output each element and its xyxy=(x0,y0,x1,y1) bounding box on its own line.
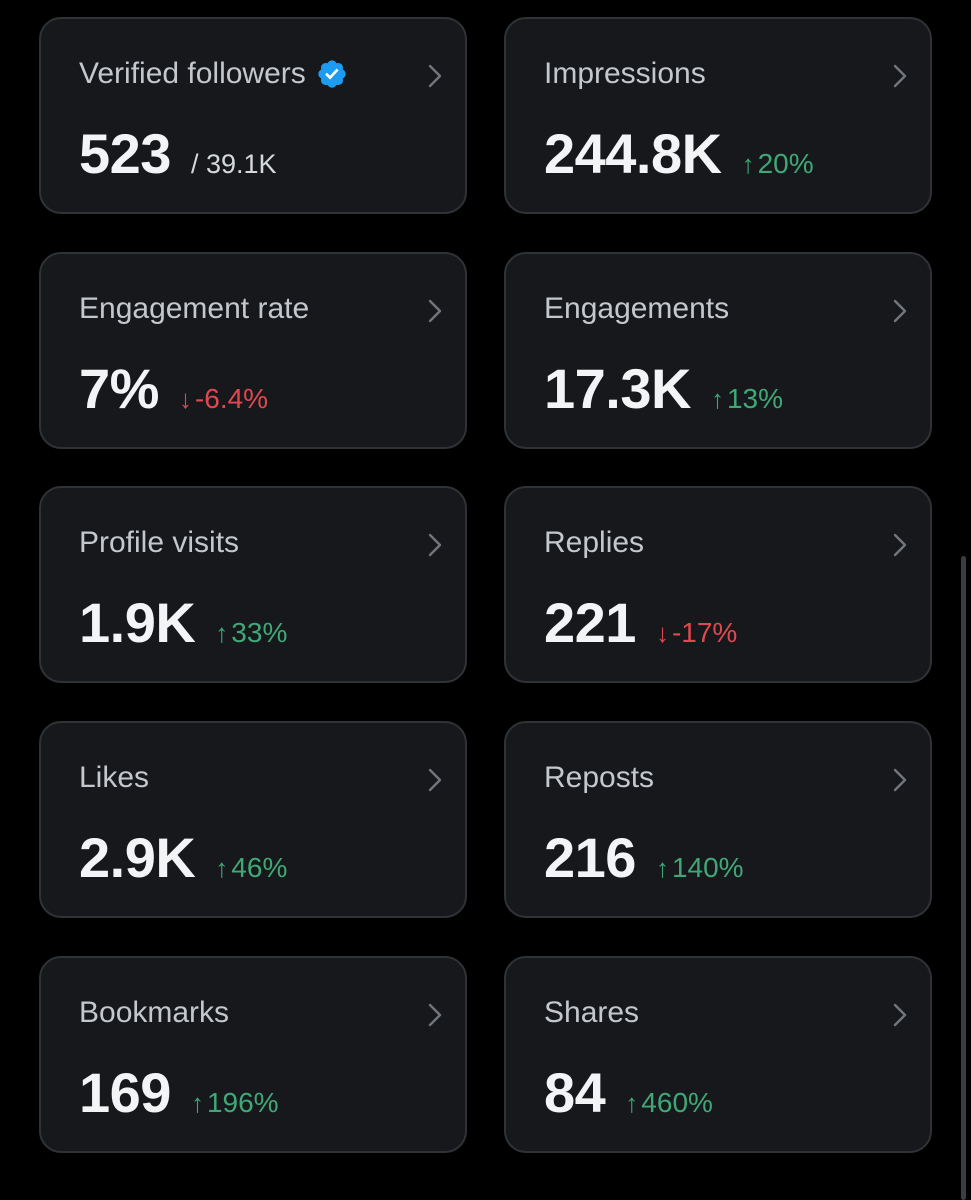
metric-change-value: -17% xyxy=(671,617,738,648)
card-title-label: Verified followers xyxy=(79,57,306,90)
metric-change-value: 33% xyxy=(231,617,288,648)
metric-row: 169 ↑ 196% xyxy=(79,1061,279,1125)
metric-change-value: 13% xyxy=(726,383,783,414)
card-title-label: Engagements xyxy=(544,292,730,325)
verified-badge-icon xyxy=(318,60,346,88)
metric-change-value: 20% xyxy=(757,148,814,179)
card-verified-followers[interactable]: Verified followers 523 / 39.1K xyxy=(39,17,467,214)
metric-change: ↑ 13% xyxy=(711,383,783,415)
card-title-label: Engagement rate xyxy=(79,292,310,325)
metric-value: 1.9K xyxy=(79,591,196,654)
card-engagement-rate[interactable]: Engagement rate 7% ↓ -6.4% xyxy=(39,252,467,449)
card-profile-visits[interactable]: Profile visits 1.9K ↑ 33% xyxy=(39,486,467,683)
metric-change-value: 140% xyxy=(671,852,744,883)
metric-value: 2.9K xyxy=(79,826,196,889)
chevron-right-icon[interactable] xyxy=(890,1002,910,1028)
metric-change-value: 460% xyxy=(641,1087,713,1118)
metric-total: / 39.1K xyxy=(190,149,277,179)
card-title: Replies xyxy=(544,526,644,560)
card-title-label: Bookmarks xyxy=(79,996,230,1029)
arrow-up-icon: ↑ xyxy=(741,149,755,179)
card-title-label: Profile visits xyxy=(79,526,240,559)
card-title-label: Replies xyxy=(544,526,645,559)
chevron-right-icon[interactable] xyxy=(890,767,910,793)
metric-row: 523 / 39.1K xyxy=(79,122,277,186)
metric-value: 17.3K xyxy=(544,357,691,420)
arrow-down-icon: ↓ xyxy=(178,384,192,414)
metric-row: 244.8K ↑ 20% xyxy=(544,122,814,186)
card-reposts[interactable]: Reposts 216 ↑ 140% xyxy=(504,721,932,918)
metric-value: 221 xyxy=(544,591,636,654)
card-title: Bookmarks xyxy=(79,996,229,1030)
chevron-right-icon[interactable] xyxy=(425,767,445,793)
card-likes[interactable]: Likes 2.9K ↑ 46% xyxy=(39,721,467,918)
metric-value: 84 xyxy=(544,1061,606,1124)
card-title: Engagement rate xyxy=(79,292,309,326)
arrow-up-icon: ↑ xyxy=(655,853,669,883)
metric-change: ↑ 196% xyxy=(191,1087,279,1119)
metric-row: 2.9K ↑ 46% xyxy=(79,826,287,890)
card-title: Engagements xyxy=(544,292,729,326)
card-title: Profile visits xyxy=(79,526,239,560)
metric-value: 216 xyxy=(544,826,636,889)
card-replies[interactable]: Replies 221 ↓ -17% xyxy=(504,486,932,683)
card-title: Reposts xyxy=(544,761,654,795)
metric-row: 84 ↑ 460% xyxy=(544,1061,713,1125)
metric-change-value: 196% xyxy=(206,1087,279,1118)
arrow-up-icon: ↑ xyxy=(625,1088,639,1118)
metric-change: ↑ 140% xyxy=(656,852,744,884)
metric-row: 7% ↓ -6.4% xyxy=(79,357,268,421)
card-title: Impressions xyxy=(544,57,706,91)
chevron-right-icon[interactable] xyxy=(890,532,910,558)
chevron-right-icon[interactable] xyxy=(425,298,445,324)
arrow-up-icon: ↑ xyxy=(215,618,229,648)
metric-value: 244.8K xyxy=(544,122,722,185)
arrow-up-icon: ↑ xyxy=(215,853,229,883)
metric-value: 7% xyxy=(79,357,159,420)
metric-change: ↑ 33% xyxy=(215,617,287,649)
card-impressions[interactable]: Impressions 244.8K ↑ 20% xyxy=(504,17,932,214)
card-title: Verified followers xyxy=(79,57,348,91)
metric-change: ↓ -6.4% xyxy=(179,383,268,415)
card-shares[interactable]: Shares 84 ↑ 460% xyxy=(504,956,932,1153)
card-title-label: Shares xyxy=(544,996,640,1029)
card-title-label: Likes xyxy=(79,761,150,794)
card-title: Likes xyxy=(79,761,149,795)
chevron-right-icon[interactable] xyxy=(890,63,910,89)
metric-row: 216 ↑ 140% xyxy=(544,826,744,890)
scrollbar[interactable] xyxy=(961,556,966,1200)
chevron-right-icon[interactable] xyxy=(425,532,445,558)
metric-change: ↑ 20% xyxy=(742,148,814,180)
metric-value: 523 xyxy=(79,122,171,185)
metric-row: 1.9K ↑ 33% xyxy=(79,591,287,655)
metric-change-value: 46% xyxy=(231,852,288,883)
metric-change: ↑ 460% xyxy=(625,1087,713,1119)
metric-row: 17.3K ↑ 13% xyxy=(544,357,783,421)
card-title: Shares xyxy=(544,996,639,1030)
arrow-up-icon: ↑ xyxy=(710,384,724,414)
card-engagements[interactable]: Engagements 17.3K ↑ 13% xyxy=(504,252,932,449)
metric-value: 169 xyxy=(79,1061,171,1124)
metric-row: 221 ↓ -17% xyxy=(544,591,737,655)
card-bookmarks[interactable]: Bookmarks 169 ↑ 196% xyxy=(39,956,467,1153)
arrow-down-icon: ↓ xyxy=(655,618,669,648)
metric-change: ↓ -17% xyxy=(656,617,737,649)
arrow-up-icon: ↑ xyxy=(190,1088,204,1118)
chevron-right-icon[interactable] xyxy=(425,63,445,89)
metric-change: ↑ 46% xyxy=(215,852,287,884)
chevron-right-icon[interactable] xyxy=(425,1002,445,1028)
card-title-label: Impressions xyxy=(544,57,706,90)
metric-change-value: -6.4% xyxy=(194,383,269,414)
card-title-label: Reposts xyxy=(544,761,655,794)
chevron-right-icon[interactable] xyxy=(890,298,910,324)
